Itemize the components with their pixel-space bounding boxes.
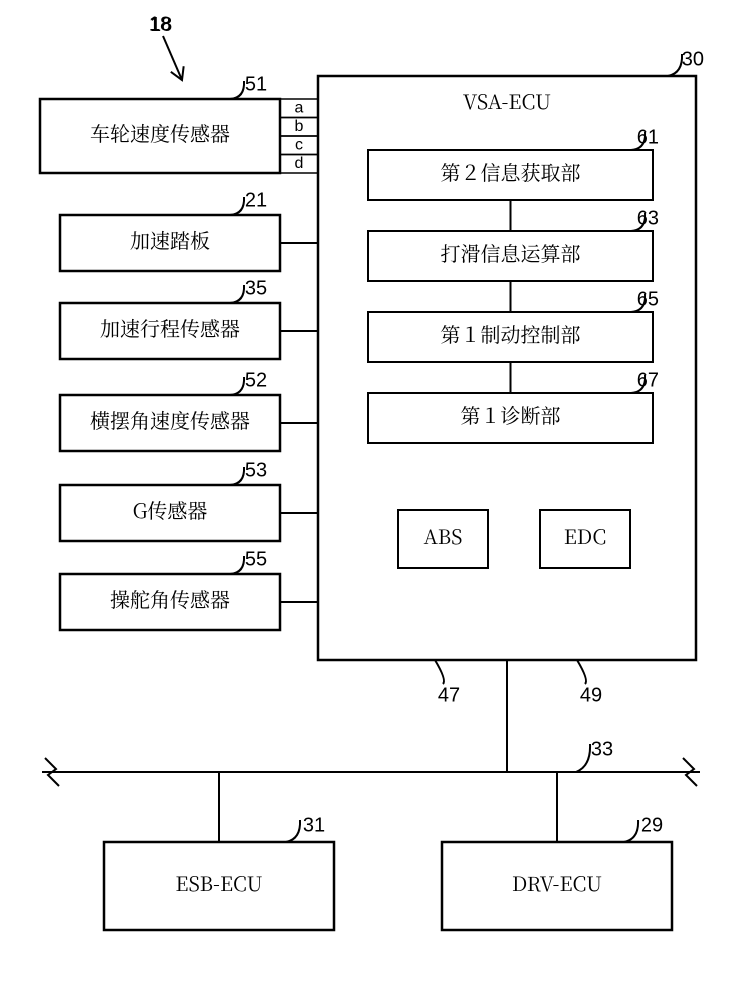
svg-text:49: 49 xyxy=(580,684,602,706)
svg-text:53: 53 xyxy=(245,459,267,481)
svg-text:横摆角速度传感器: 横摆角速度传感器 xyxy=(90,405,250,434)
svg-text:63: 63 xyxy=(637,207,659,229)
svg-text:51: 51 xyxy=(245,73,267,95)
svg-text:EDC: EDC xyxy=(564,521,606,550)
svg-text:VSA-ECU: VSA-ECU xyxy=(463,86,551,115)
svg-text:ESB-ECU: ESB-ECU xyxy=(175,868,262,897)
svg-text:18: 18 xyxy=(149,13,171,35)
svg-text:55: 55 xyxy=(245,548,267,570)
svg-text:第１制动控制部: 第１制动控制部 xyxy=(441,319,581,348)
svg-text:打滑信息运算部: 打滑信息运算部 xyxy=(441,238,581,267)
svg-text:a: a xyxy=(295,99,304,116)
svg-text:31: 31 xyxy=(303,814,325,836)
svg-text:ABS: ABS xyxy=(424,521,463,550)
svg-text:65: 65 xyxy=(637,288,659,310)
svg-text:车轮速度传感器: 车轮速度传感器 xyxy=(90,118,230,147)
svg-text:加速踏板: 加速踏板 xyxy=(130,225,210,254)
svg-text:第２信息获取部: 第２信息获取部 xyxy=(441,157,581,186)
svg-text:47: 47 xyxy=(438,684,460,706)
svg-text:操舵角传感器: 操舵角传感器 xyxy=(110,584,230,613)
svg-text:第１诊断部: 第１诊断部 xyxy=(461,400,561,429)
svg-text:30: 30 xyxy=(682,48,704,70)
svg-text:67: 67 xyxy=(637,369,659,391)
svg-text:b: b xyxy=(295,118,304,135)
svg-text:21: 21 xyxy=(245,189,267,211)
svg-text:29: 29 xyxy=(641,814,663,836)
svg-text:c: c xyxy=(295,136,303,153)
svg-text:52: 52 xyxy=(245,369,267,391)
svg-text:61: 61 xyxy=(637,126,659,148)
svg-text:G传感器: G传感器 xyxy=(133,495,208,524)
svg-text:35: 35 xyxy=(245,277,267,299)
svg-text:33: 33 xyxy=(591,738,613,760)
svg-text:DRV-ECU: DRV-ECU xyxy=(512,868,602,897)
svg-text:加速行程传感器: 加速行程传感器 xyxy=(100,313,240,342)
svg-text:d: d xyxy=(295,155,304,172)
